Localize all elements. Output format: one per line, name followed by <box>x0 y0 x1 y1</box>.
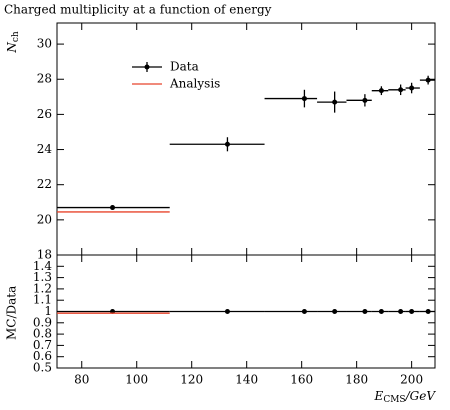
x-label-symbol: E <box>374 389 384 403</box>
ratio-y-tick-label: 0.8 <box>33 327 52 341</box>
ratio-point <box>378 309 384 314</box>
data-point <box>332 99 338 105</box>
legend-label: Data <box>170 60 199 74</box>
x-tick-label: 200 <box>400 373 423 387</box>
legend-label: Analysis <box>169 77 220 91</box>
data-point <box>362 97 368 103</box>
chart-title: Charged multiplicity at a function of en… <box>4 3 272 17</box>
data-point <box>425 77 431 83</box>
legend-marker <box>144 64 150 70</box>
data-point <box>378 88 384 94</box>
ratio-point <box>332 309 338 314</box>
x-tick-label: 160 <box>290 373 313 387</box>
data-point <box>409 85 415 91</box>
x-tick-label: 140 <box>235 373 258 387</box>
ratio-y-tick-label: 1 <box>44 304 52 318</box>
y-tick-label: 24 <box>37 142 53 156</box>
y-tick-label: 22 <box>37 177 52 191</box>
data-point <box>224 141 230 147</box>
data-point <box>110 205 116 211</box>
ratio-y-tick-label: 0.7 <box>33 338 52 352</box>
ratio-point <box>362 309 368 314</box>
y-label-symbol: N <box>5 42 19 54</box>
ratio-point <box>398 309 404 314</box>
ratio-label: MC/Data <box>5 286 19 340</box>
y-label-sub: ch <box>11 31 21 42</box>
ratio-point <box>409 309 415 314</box>
ratio-point <box>301 309 307 314</box>
y-tick-label: 28 <box>37 72 52 86</box>
y-tick-label: 20 <box>37 212 52 226</box>
x-tick-label: 180 <box>345 373 368 387</box>
data-point <box>398 87 404 93</box>
ratio-y-tick-label: 0.5 <box>33 361 52 375</box>
ratio-y-tick-label: 1.2 <box>33 281 52 295</box>
ratio-y-tick-label: 1.4 <box>33 259 52 273</box>
x-label-unit: /GeV <box>405 389 437 403</box>
x-tick-label: 120 <box>180 373 203 387</box>
x-label: ECMS/GeV <box>374 389 437 405</box>
y-tick-label: 26 <box>37 107 52 121</box>
y-tick-label: 18 <box>37 248 52 262</box>
data-point <box>301 96 307 102</box>
ratio-point <box>425 309 431 314</box>
main-frame <box>56 22 436 256</box>
ratio-y-tick-label: 0.9 <box>33 315 52 329</box>
y-tick-label: 30 <box>37 37 52 51</box>
ratio-y-tick-label: 1.1 <box>33 293 52 307</box>
ratio-y-tick-label: 0.6 <box>33 349 52 363</box>
y-label: Nch <box>5 31 21 54</box>
x-label-sub: CMS <box>383 395 405 405</box>
x-tick-label: 100 <box>125 373 148 387</box>
ratio-point <box>224 309 230 314</box>
ratio-y-tick-label: 1.3 <box>33 270 52 284</box>
x-tick-label: 80 <box>74 373 89 387</box>
